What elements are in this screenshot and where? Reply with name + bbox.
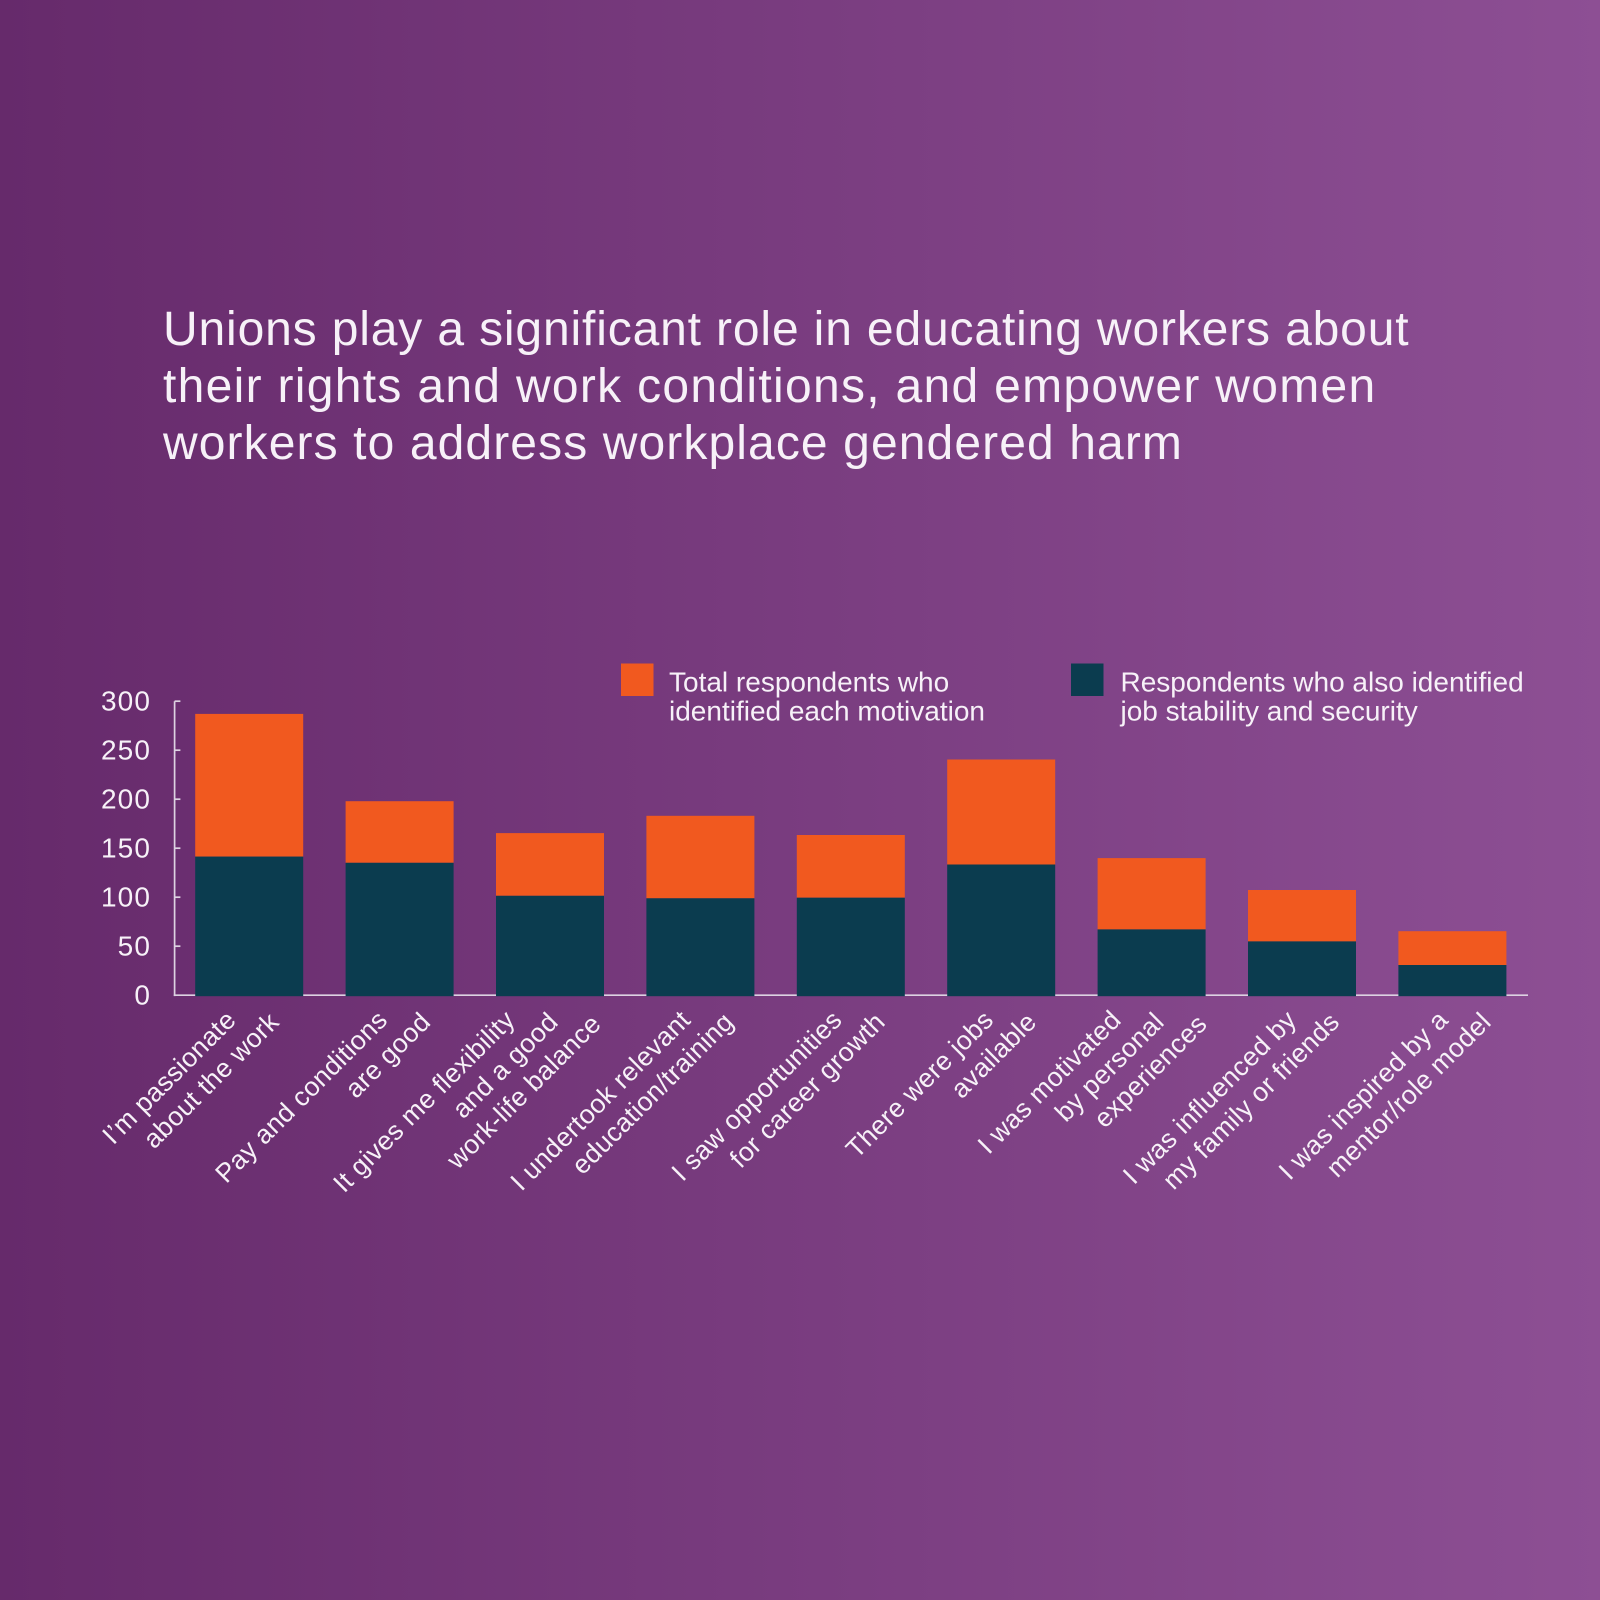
svg-text:300: 300 [101, 686, 151, 717]
svg-text:Total respondents who: Total respondents who [669, 667, 949, 698]
svg-text:Respondents who also identifie: Respondents who also identified [1121, 667, 1524, 698]
svg-text:100: 100 [101, 882, 151, 913]
svg-text:250: 250 [101, 735, 151, 766]
svg-text:identified each motivation: identified each motivation [669, 696, 985, 727]
svg-text:200: 200 [101, 784, 151, 815]
svg-text:50: 50 [118, 931, 151, 962]
svg-text:job stability and security: job stability and security [1120, 696, 1418, 727]
svg-text:0: 0 [134, 980, 151, 1011]
svg-text:150: 150 [101, 833, 151, 864]
